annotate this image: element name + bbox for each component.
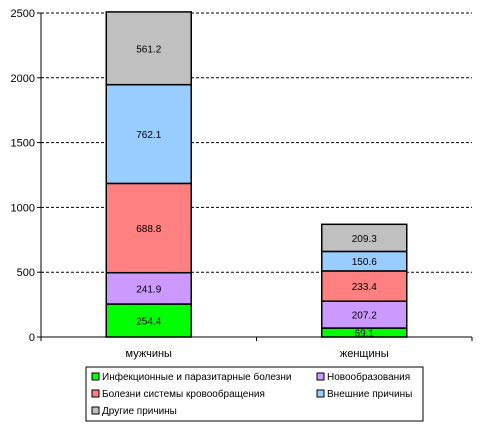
y-tick-label: 0 bbox=[29, 332, 35, 344]
y-tick-label: 1000 bbox=[11, 202, 35, 214]
y-tick-label: 2000 bbox=[11, 73, 35, 85]
legend-swatch bbox=[91, 372, 100, 381]
bar-value-label: 207.2 bbox=[352, 311, 377, 322]
legend-swatch bbox=[316, 389, 325, 398]
bar-value-label: 209.3 bbox=[352, 234, 377, 245]
y-tick-label: 2500 bbox=[11, 8, 35, 20]
x-category-label: мужчины bbox=[126, 348, 172, 360]
legend-label: Инфекционные и паразитарные болезни bbox=[102, 371, 291, 383]
bar-value-label: 241.9 bbox=[136, 284, 161, 295]
bars: 254.4 241.9 688.8 762.1 561.2 69.1 207.2 233.4 1… bbox=[105, 11, 408, 340]
legend-label: Другие причины bbox=[102, 406, 177, 417]
bar-value-label: 69.1 bbox=[355, 329, 375, 340]
bar-segment bbox=[321, 223, 408, 253]
bar-segment bbox=[105, 11, 192, 86]
legend-swatch bbox=[316, 372, 325, 381]
bar-value-label: 762.1 bbox=[136, 130, 161, 141]
legend: Инфекционные и паразитарные болезни Новоо… bbox=[85, 366, 424, 422]
legend-label: Внешние причины bbox=[327, 389, 412, 400]
bar-value-label: 233.4 bbox=[352, 282, 377, 293]
legend-label: Новообразования bbox=[327, 371, 410, 383]
bar-value-label: 254.4 bbox=[136, 317, 161, 328]
y-tick-label: 500 bbox=[17, 267, 35, 279]
bar-value-label: 688.8 bbox=[136, 224, 161, 235]
bar-segment bbox=[321, 270, 408, 302]
bar-value-label: 561.2 bbox=[136, 44, 161, 55]
legend-swatch bbox=[91, 406, 100, 415]
bar-segment bbox=[105, 83, 192, 185]
bar-value-label: 150.6 bbox=[352, 257, 377, 268]
x-category-label: женщины bbox=[340, 348, 389, 360]
bar-segment bbox=[105, 271, 192, 305]
legend-label: Болезни системы кровообращения bbox=[102, 388, 265, 400]
axes: 0 500 1000 1500 2000 2500 мужчины женщины bbox=[11, 8, 473, 360]
legend-box bbox=[85, 366, 424, 422]
legend-swatch bbox=[91, 389, 100, 398]
y-tick-label: 1500 bbox=[11, 138, 35, 150]
